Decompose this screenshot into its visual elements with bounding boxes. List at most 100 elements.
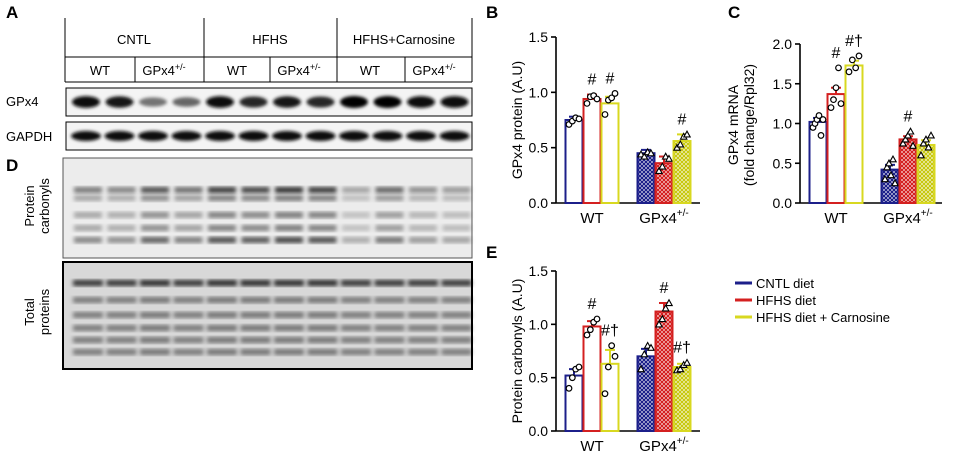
carbonyl-lane-band <box>241 195 270 201</box>
bar <box>654 310 674 432</box>
total-protein-lane-band <box>307 349 338 355</box>
carbonyl-lane-band <box>308 225 337 231</box>
data-point <box>886 170 896 179</box>
data-point <box>901 135 910 143</box>
total-protein-lane-band <box>140 312 170 318</box>
legend-label-hfhs: HFHS diet <box>756 293 816 308</box>
data-point <box>837 100 845 108</box>
y-axis-label: GPx4 mRNA(fold change/Rpl32) <box>725 64 757 186</box>
carbonyl-lane-band <box>275 237 303 243</box>
carbonyl-lane-band <box>342 237 370 243</box>
total-protein-lane-band <box>374 280 405 286</box>
total-protein-lane-band <box>240 349 271 355</box>
carbonyl-lane-band <box>208 237 236 243</box>
carbonyl-lane-band <box>208 187 236 193</box>
total-protein-lane-band <box>408 280 438 286</box>
total-protein-lane-band <box>73 280 103 286</box>
carbonyl-lane-band <box>442 212 471 218</box>
total-protein-lane-band <box>173 297 204 303</box>
gapdh-band <box>104 131 135 141</box>
y-tick-label: 2.0 <box>773 36 793 52</box>
data-point <box>604 363 612 371</box>
carbonyl-lane-band <box>208 195 236 201</box>
data-point <box>568 374 576 382</box>
total-protein-lane-band <box>207 337 237 343</box>
gapdh-band <box>71 131 101 141</box>
total-protein-lane-band <box>341 297 371 303</box>
x-category-label: WT <box>824 210 847 227</box>
total-protein-lane-band <box>274 297 304 303</box>
total-protein-lane-band <box>341 349 371 355</box>
blot-subgroup-wt: WT <box>360 63 380 78</box>
significance-mark: # <box>588 72 597 89</box>
bar <box>564 374 584 432</box>
carbonyl-lane-band <box>308 187 337 193</box>
carbonyl-lane-band <box>174 187 203 193</box>
legend-label-hfhs-carnosine: HFHS diet + Carnosine <box>756 310 890 325</box>
total-protein-lane-band <box>207 312 237 318</box>
significance-mark: #† <box>601 323 619 340</box>
total-protein-lane-band <box>441 280 472 286</box>
total-protein-lane-band <box>374 325 405 331</box>
total-protein-lane-band <box>73 297 103 303</box>
data-point <box>593 95 601 103</box>
carbonyl-lane-band <box>107 237 136 243</box>
carbonyl-lane-band <box>174 225 203 231</box>
data-point <box>852 64 860 72</box>
total-protein-lane-band <box>374 349 405 355</box>
d-label-total-proteins: Totalproteins <box>22 288 52 335</box>
gapdh-band <box>138 131 168 141</box>
y-tick-label: 0.5 <box>773 155 793 171</box>
total-protein-lane-band <box>274 325 304 331</box>
gpx4-band <box>440 96 469 108</box>
bar <box>636 152 656 204</box>
data-point <box>921 135 931 143</box>
blot-subgroup-gpx4: GPx4+/- <box>412 62 455 78</box>
total-protein-lane-band <box>274 280 304 286</box>
y-tick-label: 1.0 <box>529 84 549 100</box>
carbonyl-lane-band <box>308 195 337 201</box>
carbonyl-lane-band <box>241 212 270 218</box>
data-point <box>817 132 825 139</box>
carbonyl-lane-band <box>442 225 471 231</box>
y-tick-label: 0.5 <box>529 370 549 386</box>
data-point <box>855 52 863 60</box>
total-protein-lane-band <box>274 337 304 343</box>
total-protein-lane-band <box>73 349 103 355</box>
gpx4-band <box>105 96 134 108</box>
total-protein-lane-band <box>408 312 438 318</box>
carbonyl-lane-band <box>141 212 169 218</box>
total-protein-lane-band <box>106 280 137 286</box>
x-category-label: WT <box>580 210 603 227</box>
gpx4-band <box>139 97 167 107</box>
carbonyl-lane-band <box>375 195 404 201</box>
total-protein-lane-band <box>240 325 271 331</box>
gapdh-blot-strip <box>65 121 473 151</box>
total-protein-lane-band <box>274 312 304 318</box>
significance-mark: # <box>678 111 687 128</box>
data-point <box>916 150 926 159</box>
y-axis-label: Protein carbonyls (A.U) <box>509 279 525 424</box>
panel-letter-a: A <box>6 3 18 22</box>
bar <box>600 362 620 432</box>
carbonyl-lane-band <box>174 195 203 201</box>
data-point <box>848 56 856 64</box>
total-protein-lane-band <box>173 280 204 286</box>
carbonyl-lane-band <box>275 225 303 231</box>
total-protein-lane-band <box>441 312 472 318</box>
total-protein-lane-band <box>341 312 371 318</box>
data-point <box>583 331 591 339</box>
carbonyl-lane-band <box>442 237 471 243</box>
total-protein-lane-band <box>73 325 103 331</box>
data-point <box>888 154 898 163</box>
data-point <box>664 154 674 162</box>
data-point <box>898 139 908 147</box>
carbonyl-lane-band <box>141 225 169 231</box>
data-point <box>608 94 616 102</box>
gpx4-band <box>172 97 201 107</box>
carbonyl-lane-band <box>342 195 370 201</box>
total-protein-lane-band <box>374 312 405 318</box>
data-point <box>832 84 840 92</box>
significance-mark: #† <box>673 340 691 357</box>
